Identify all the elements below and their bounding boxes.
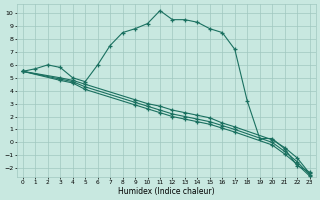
X-axis label: Humidex (Indice chaleur): Humidex (Indice chaleur) — [118, 187, 214, 196]
